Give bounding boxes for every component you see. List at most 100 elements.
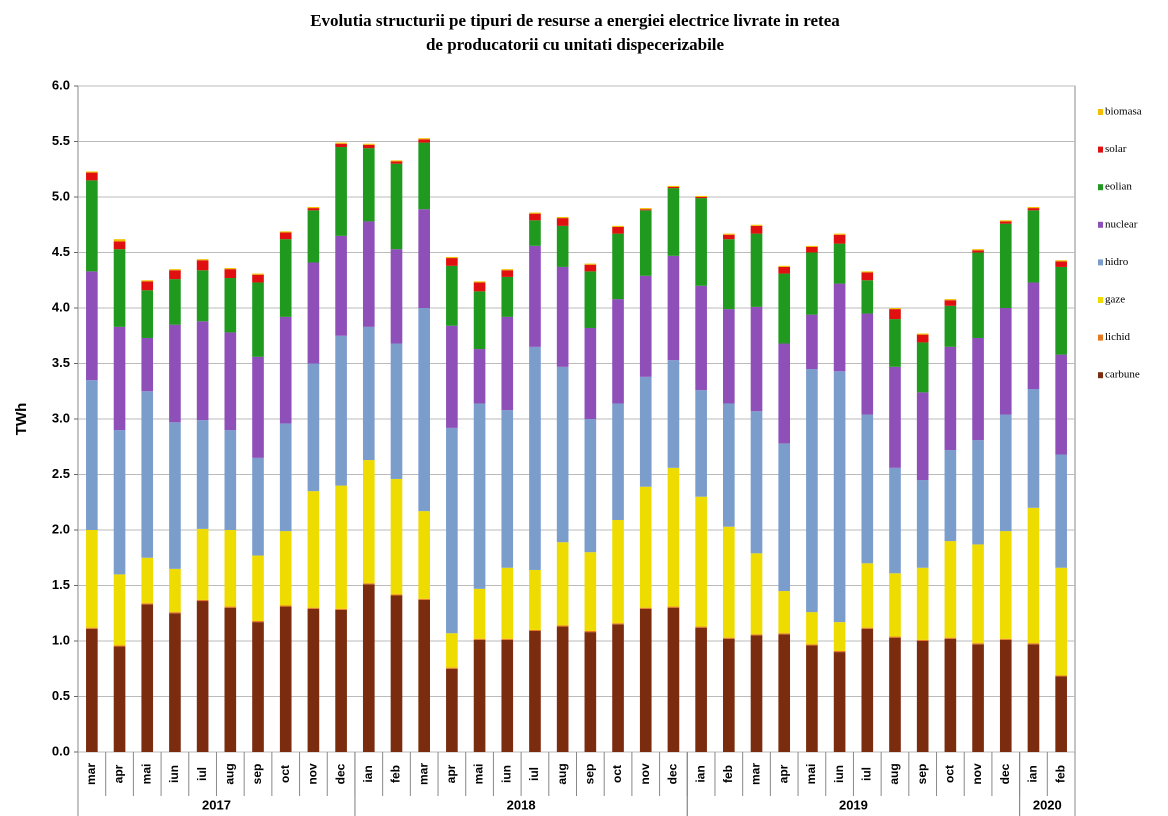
- bar-segment: [86, 530, 98, 628]
- bar-segment: [86, 171, 98, 173]
- bar-segment: [252, 274, 264, 283]
- bar-segment: [723, 233, 735, 235]
- x-tick-label: mar: [416, 763, 430, 785]
- bar-segment: [307, 363, 320, 492]
- bar-segment: [778, 634, 791, 752]
- bar-segment: [584, 632, 597, 752]
- bar-segment: [584, 327, 597, 419]
- bar-segment: [556, 625, 569, 627]
- legend-label: lichid: [1105, 331, 1131, 343]
- bar-segment: [833, 283, 846, 372]
- x-tick-label: aug: [887, 763, 901, 784]
- x-tick-label: mai: [472, 764, 486, 785]
- bar-segment: [806, 612, 818, 645]
- bar-segment: [86, 180, 98, 272]
- legend-swatch: [1098, 259, 1103, 266]
- bar-segment: [501, 316, 514, 411]
- bar-segment: [335, 235, 347, 336]
- bar-segment: [639, 275, 652, 377]
- bar-segment: [1055, 261, 1067, 267]
- bar-segment: [113, 249, 126, 327]
- bar-segment: [999, 223, 1012, 308]
- bar-segment: [972, 544, 984, 644]
- y-axis-title: TWh: [13, 403, 30, 435]
- bar-segment: [612, 624, 624, 752]
- bar-segment: [972, 337, 984, 441]
- bar-segment: [999, 220, 1012, 222]
- bar-segment: [833, 234, 846, 244]
- bar-segment: [390, 163, 403, 250]
- bar-segment: [889, 366, 901, 468]
- bar-segment: [667, 607, 680, 752]
- x-tick-label: dec: [998, 763, 1012, 784]
- bar-segment: [252, 273, 264, 275]
- bar-segment: [972, 252, 984, 338]
- bar-segment: [501, 639, 514, 752]
- bar-segment: [501, 638, 514, 640]
- bar-segment: [778, 273, 791, 344]
- bar-segment: [418, 209, 430, 308]
- y-tick-label: 1.5: [52, 577, 70, 592]
- bar-segment: [1027, 282, 1040, 390]
- bar-segment: [362, 144, 375, 149]
- bar-segment: [141, 557, 154, 604]
- x-tick-label: feb: [721, 765, 735, 783]
- bar-segment: [861, 271, 874, 273]
- bar-segment: [778, 591, 791, 634]
- bar-segment: [224, 530, 237, 607]
- bar-segment: [944, 305, 957, 347]
- bar-segment: [141, 391, 154, 558]
- bar-segment: [113, 430, 126, 575]
- bar-segment: [224, 268, 237, 270]
- bar-segment: [529, 220, 541, 246]
- bar-segment: [169, 613, 181, 752]
- bar-segment: [556, 542, 569, 626]
- bar-segment: [695, 626, 707, 628]
- bar-segment: [307, 491, 320, 608]
- bar-segment: [418, 138, 430, 140]
- bar-segment: [418, 308, 430, 512]
- bar-segment: [806, 246, 818, 253]
- bar-segment: [86, 380, 98, 530]
- bar-segment: [806, 369, 818, 613]
- legend-label: hidro: [1105, 256, 1129, 268]
- bar-segment: [335, 335, 347, 486]
- x-tick-label: mai: [804, 764, 818, 785]
- bar-segment: [362, 148, 375, 222]
- legend-swatch: [1098, 184, 1103, 191]
- bar-segment: [418, 139, 430, 143]
- bar-segment: [473, 639, 486, 752]
- bar-segment: [113, 241, 126, 250]
- bar-segment: [999, 221, 1012, 224]
- bar-segment: [224, 606, 237, 608]
- bar-segment: [141, 280, 154, 282]
- y-tick-label: 1.0: [52, 632, 70, 647]
- bar-segment: [141, 337, 154, 392]
- bar-segment: [196, 321, 209, 421]
- bar-segment: [169, 279, 181, 325]
- bar-segment: [446, 633, 458, 668]
- bar-segment: [279, 423, 292, 532]
- year-label: 2020: [1033, 797, 1062, 812]
- x-tick-label: ian: [693, 765, 707, 782]
- bar-segment: [833, 650, 846, 653]
- bar-segment: [307, 608, 320, 752]
- bar-segment: [667, 188, 680, 256]
- bar-segment: [1027, 206, 1040, 209]
- y-tick-label: 0.0: [52, 743, 70, 758]
- bar-segment: [584, 419, 597, 553]
- bar-segment: [473, 282, 486, 292]
- bar-segment: [446, 668, 458, 752]
- bar-segment: [86, 172, 98, 181]
- bar-segment: [972, 644, 984, 752]
- x-tick-label: dec: [666, 763, 680, 784]
- bar-segment: [612, 623, 624, 625]
- x-tick-label: nov: [970, 763, 984, 785]
- x-tick-label: sep: [583, 764, 597, 785]
- bar-segment: [473, 588, 486, 639]
- bar-segment: [972, 643, 984, 645]
- bar-segment: [196, 260, 209, 271]
- bar-segment: [1055, 567, 1067, 676]
- bar-segment: [695, 496, 707, 627]
